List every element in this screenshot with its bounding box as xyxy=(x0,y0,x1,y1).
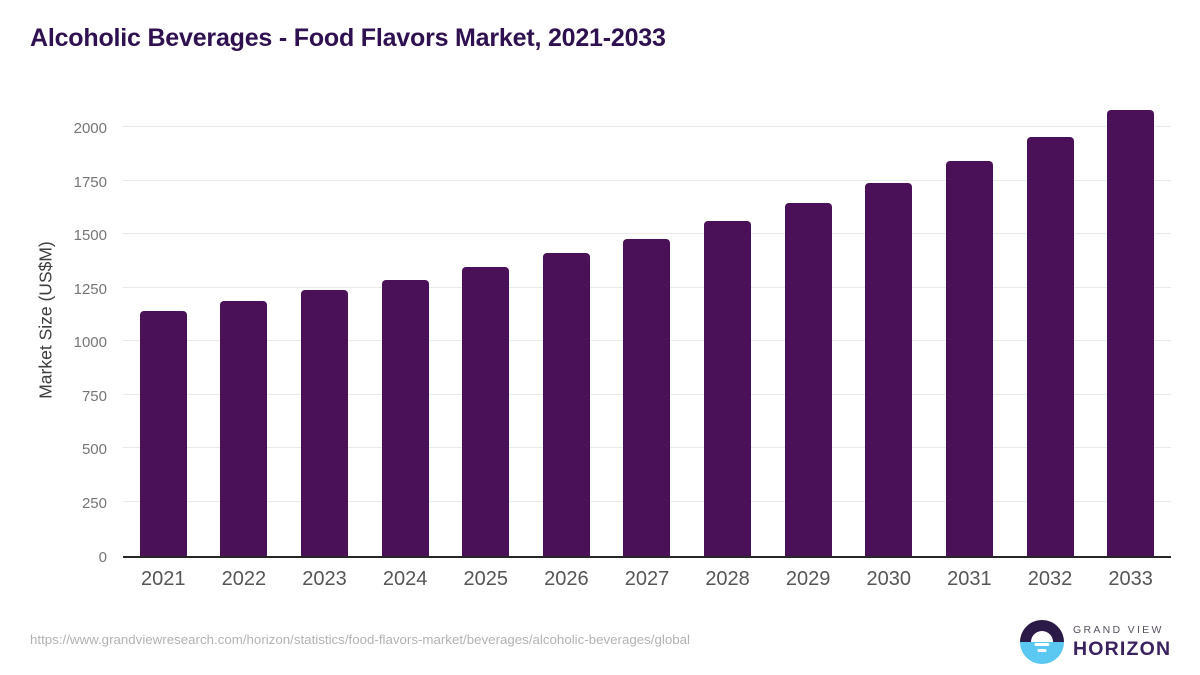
bar-slot xyxy=(365,100,446,556)
bar-slot xyxy=(929,100,1010,556)
bar-2028 xyxy=(704,221,752,556)
logo-reflection-line xyxy=(1034,643,1050,646)
bar-slot xyxy=(284,100,365,556)
x-axis-tick-label: 2029 xyxy=(785,568,831,590)
bar-2026 xyxy=(542,252,590,556)
grand-view-horizon-logo-icon xyxy=(1020,620,1064,664)
x-axis-tick-label: 2033 xyxy=(1108,568,1153,590)
bar-slot xyxy=(123,100,204,556)
bar-slot xyxy=(526,100,607,556)
x-axis-tick-label: 2026 xyxy=(544,568,589,590)
bar-slot xyxy=(1090,100,1171,556)
x-axis-tick-label: 2030 xyxy=(866,568,912,590)
bar-2030 xyxy=(865,182,913,556)
bar-slot xyxy=(607,100,688,556)
bar-2022 xyxy=(220,301,268,556)
bar-slot xyxy=(204,100,285,556)
y-axis-tick-label: 1000 xyxy=(73,334,107,352)
bar-2031 xyxy=(945,161,993,556)
brand-wordmark: GRAND VIEW HORIZON xyxy=(1073,620,1171,661)
gridline xyxy=(123,233,1171,235)
x-axis-tick-label: 2021 xyxy=(141,568,186,590)
x-axis-tick-label: 2023 xyxy=(302,568,347,590)
y-axis-tick-label: 0 xyxy=(98,548,107,566)
logo-sea-half xyxy=(1020,642,1064,664)
logo-sun-dome xyxy=(1031,631,1053,642)
bars-container xyxy=(123,100,1171,556)
x-axis-tick-label: 2032 xyxy=(1027,568,1073,590)
y-axis-tick-label: 500 xyxy=(81,441,107,459)
brand-name-bottom: HORIZON xyxy=(1073,638,1172,660)
bar-2029 xyxy=(784,203,832,556)
x-axis-tick-label: 2027 xyxy=(624,568,670,590)
bar-2021 xyxy=(139,311,187,556)
x-axis-tick-label: 2024 xyxy=(382,568,428,590)
bar-2032 xyxy=(1026,137,1074,556)
bar-2033 xyxy=(1107,109,1155,556)
bar-2027 xyxy=(623,239,671,556)
bar-2024 xyxy=(381,280,429,556)
x-axis-tick-labels: 2021 2022 2023 2024 2025 2026 2027 2028 2029 2030… xyxy=(123,568,1171,591)
x-axis-tick-label: 2031 xyxy=(947,568,992,590)
y-axis-tick-labels: 0 250 500 750 1000 1250 1500 1750 2000 xyxy=(0,100,107,565)
bar-slot xyxy=(687,100,768,556)
x-axis-tick-label: 2025 xyxy=(463,568,508,590)
y-axis-tick-label: 1500 xyxy=(73,227,107,245)
x-axis-tick-label: 2028 xyxy=(705,568,750,590)
bar-slot xyxy=(445,100,526,556)
plot-area xyxy=(123,100,1171,558)
bar-slot xyxy=(848,100,929,556)
y-axis-tick-label: 750 xyxy=(81,387,107,405)
logo-reflection-line xyxy=(1037,648,1047,652)
y-axis-tick-label: 1750 xyxy=(73,173,107,191)
gridline xyxy=(123,179,1171,181)
y-axis-tick-label: 2000 xyxy=(73,120,107,138)
bar-slot xyxy=(1010,100,1091,556)
bar-2023 xyxy=(301,290,349,556)
brand-name-top: GRAND VIEW xyxy=(1073,624,1164,636)
y-axis-tick-label: 250 xyxy=(81,494,107,512)
y-axis-tick-label: 1250 xyxy=(73,280,107,298)
bar-2025 xyxy=(462,267,510,556)
brand-logo: GRAND VIEW HORIZON xyxy=(1020,620,1171,664)
gridline xyxy=(123,126,1171,128)
chart-title: Alcoholic Beverages - Food Flavors Marke… xyxy=(30,24,666,52)
source-url: https://www.grandviewresearch.com/horizo… xyxy=(30,632,690,647)
bar-slot xyxy=(768,100,849,556)
x-axis-tick-label: 2022 xyxy=(221,568,267,590)
